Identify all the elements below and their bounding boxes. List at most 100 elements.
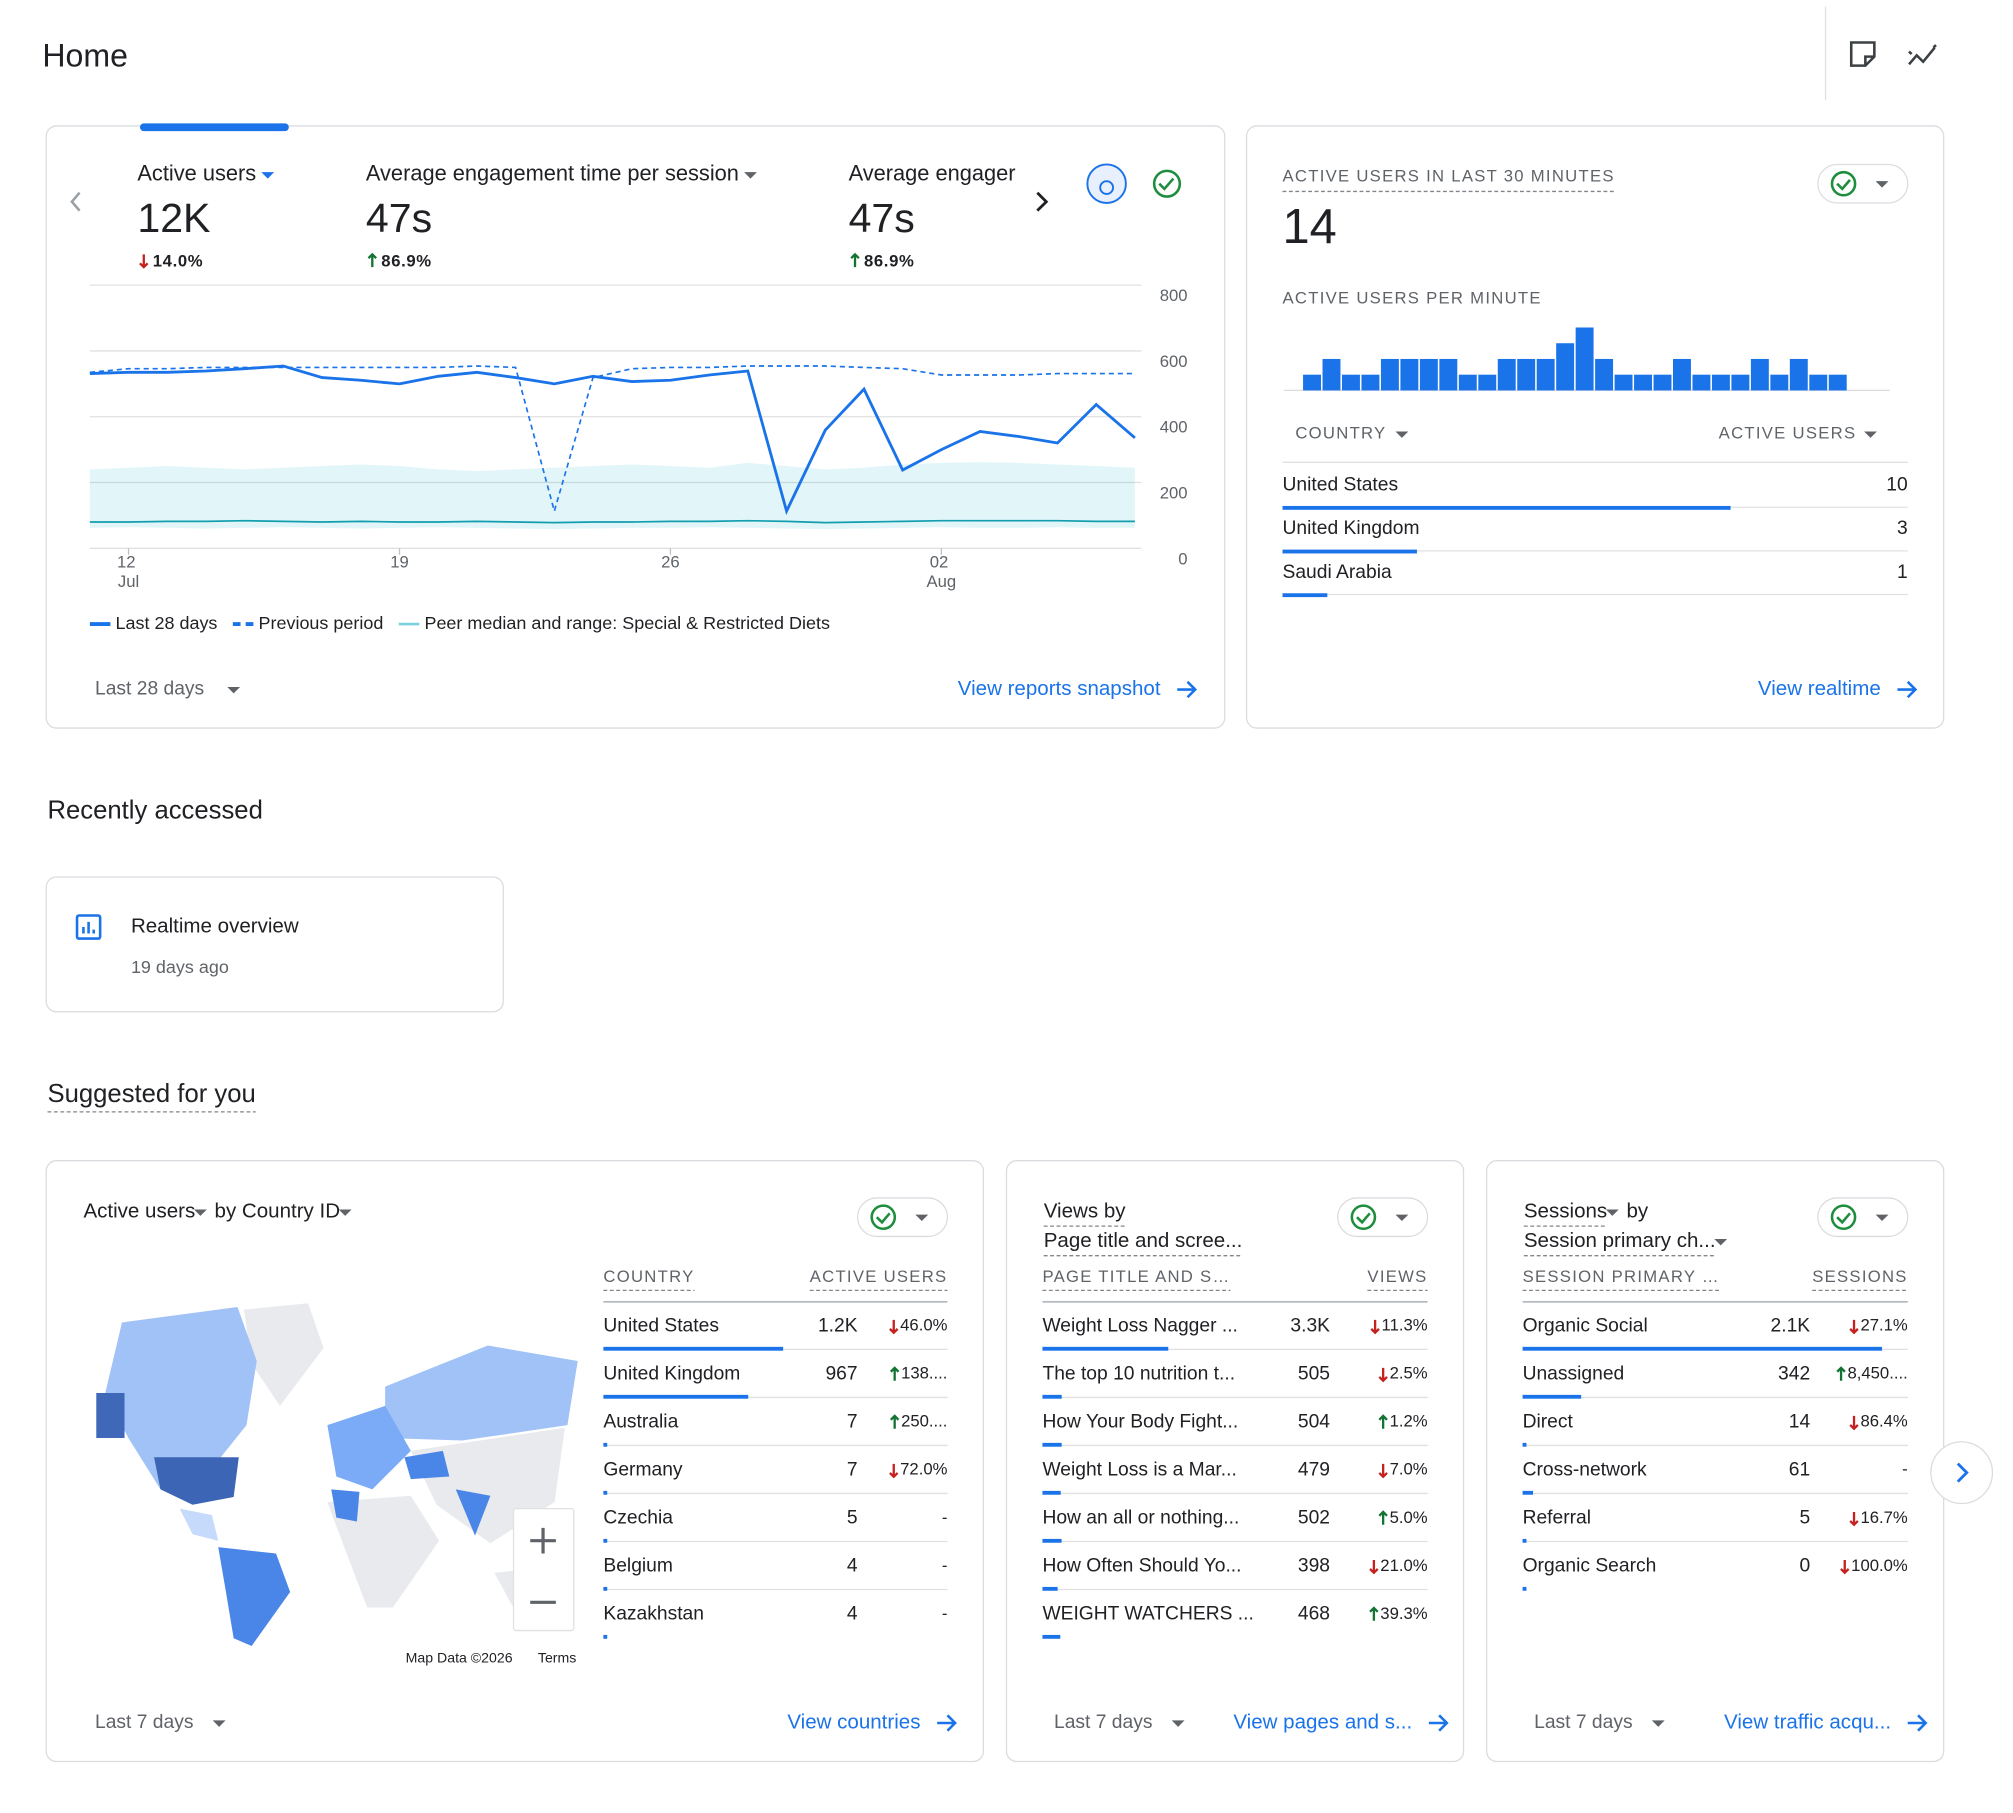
selected-tab [139,123,289,132]
column-header: SESSION PRIMARY … [1523,1267,1720,1286]
row-change: 5.0% [1390,1508,1428,1527]
column-header[interactable]: ACTIVE USERS [1719,423,1857,442]
row-value: 967 [825,1363,857,1384]
period-selector[interactable]: Last 7 days [1534,1712,1632,1733]
share-bar [1522,1490,1534,1495]
status-button[interactable] [1817,1197,1909,1238]
arrow-icon[interactable] [1907,1714,1928,1732]
card-title[interactable]: by Country ID [215,1199,341,1222]
view-link[interactable]: View realtime [1758,677,1881,700]
next-cards-button[interactable] [1930,1441,1994,1505]
status-button[interactable] [856,1197,949,1238]
dropdown-icon[interactable] [212,1720,226,1727]
x-tick-label: 26 [661,553,680,572]
card-title[interactable]: Session primary ch... [1524,1229,1716,1252]
row-change: - [942,1604,948,1623]
trend-arrow [1849,1511,1859,1527]
next-button[interactable] [1036,191,1049,212]
bar [1750,358,1769,391]
x-tick-label-line: 12 [117,553,140,572]
arrow-icon[interactable] [1177,680,1198,699]
row-value: 5 [847,1507,858,1528]
check-icon [1830,1204,1857,1231]
dropdown-icon[interactable] [1395,1214,1409,1222]
row-name: Germany [603,1459,683,1480]
x-tick-label-line: Aug [927,572,957,591]
card [45,876,504,1013]
period-selector[interactable]: Last 7 days [1054,1712,1152,1733]
row-name: Kazakhstan [603,1603,704,1624]
dropdown-icon[interactable] [744,172,757,179]
bar [1458,374,1477,391]
card-title[interactable]: Sessions [1524,1199,1607,1222]
dropdown-icon[interactable] [261,172,275,179]
bar [1536,358,1555,391]
dropdown-icon[interactable] [227,686,241,694]
arrow-icon[interactable] [1428,1714,1449,1732]
check-icon[interactable] [1152,169,1182,198]
insights-note-icon[interactable] [1849,41,1876,67]
bar [1361,374,1380,391]
map-terms[interactable]: Terms [538,1650,576,1666]
check-icon [870,1204,897,1231]
row-value: 505 [1298,1363,1330,1384]
share-bar [1522,1538,1527,1543]
country-value: 10 [1886,474,1907,495]
check-mark [1158,177,1175,191]
bar [1380,358,1399,391]
trend-arrow [139,254,149,269]
dropdown-icon[interactable] [1605,1209,1619,1216]
share-bar [1042,1586,1058,1591]
dropdown-icon[interactable] [1875,181,1889,188]
dropdown-icon[interactable] [1875,1214,1889,1222]
metric-label[interactable]: Average engager [849,160,1016,185]
metric-label[interactable]: Average engagement time per session [366,160,739,185]
benchmark-icon[interactable] [1086,163,1127,204]
check-mark [1836,179,1851,191]
dropdown-icon[interactable] [193,1209,207,1216]
metric-label[interactable]: Active users [137,160,256,185]
view-link[interactable]: View traffic acqu... [1724,1710,1891,1733]
bar [1634,374,1652,391]
trend-icon[interactable] [1908,44,1937,66]
dropdown-icon[interactable] [1651,1720,1665,1727]
view-link[interactable]: View countries [787,1710,920,1733]
dropdown-icon[interactable] [915,1214,929,1222]
view-link[interactable]: View reports snapshot [958,677,1161,700]
recent-item[interactable]: Realtime overview [131,914,299,937]
map-zoom[interactable] [512,1507,575,1632]
row-value: 468 [1298,1603,1330,1624]
dropdown-icon[interactable] [1714,1239,1728,1246]
x-tick-label: 02 Aug [927,553,957,591]
share-bar [603,1586,608,1591]
dropdown-icon[interactable] [1395,431,1409,438]
report-icon-bars [82,921,96,934]
arrow-icon[interactable] [1897,680,1918,699]
realtime-subtitle: ACTIVE USERS PER MINUTE [1283,289,1542,308]
arrow-icon[interactable] [937,1714,957,1732]
zoom-controls[interactable] [512,1507,575,1632]
column-header[interactable]: COUNTRY [1295,423,1386,442]
dropdown-icon[interactable] [338,1209,352,1216]
metric-change: 86.9% [381,251,431,270]
period-selector[interactable]: Last 28 days [95,679,204,700]
period-selector[interactable]: Last 7 days [95,1712,193,1733]
card-title[interactable]: Active users [83,1199,195,1222]
prev-button[interactable] [70,191,81,212]
row-change: - [1902,1460,1908,1479]
column-header: VIEWS [1367,1267,1427,1286]
section-title: Suggested for you [48,1080,256,1108]
row-value: 1.2K [818,1315,858,1336]
status-button[interactable] [1817,163,1909,204]
dropdown-icon[interactable] [1864,431,1877,438]
dropdown-icon[interactable] [1171,1720,1185,1727]
bar [1419,358,1438,391]
status-button[interactable] [1337,1197,1429,1238]
row-name: The top 10 nutrition t... [1042,1363,1235,1384]
row-value: 7 [847,1459,858,1480]
bar [1828,374,1847,391]
view-link[interactable]: View pages and s... [1233,1710,1412,1733]
trend-arrow [1369,1606,1379,1621]
zoom-in[interactable] [530,1527,556,1554]
